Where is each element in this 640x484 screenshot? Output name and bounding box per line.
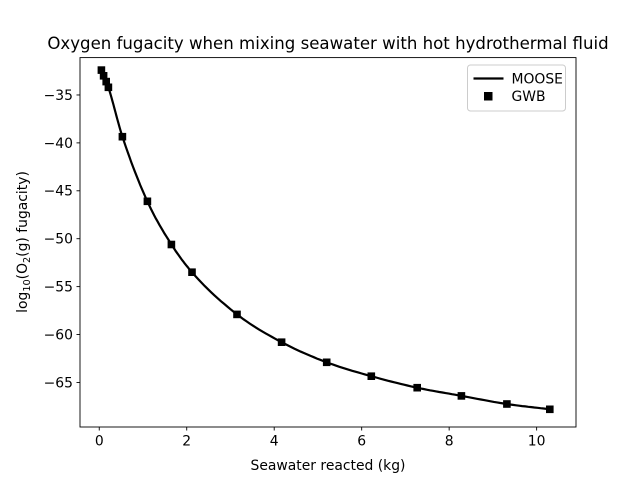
x-tick-label: 10 xyxy=(528,434,546,450)
gwb-scatter-series xyxy=(97,66,554,414)
y-tick-label: −50 xyxy=(44,232,73,248)
y-tick-label: −45 xyxy=(44,184,73,200)
y-tick-label: −55 xyxy=(44,280,73,296)
x-tick-label: 6 xyxy=(357,434,366,450)
x-tick-label: 8 xyxy=(445,434,454,450)
gwb-data-point xyxy=(413,383,421,392)
x-tick-label: 4 xyxy=(270,434,279,450)
gwb-data-point xyxy=(118,132,127,141)
gwb-data-point xyxy=(167,240,176,249)
gwb-data-point xyxy=(457,392,466,400)
gwb-data-point xyxy=(97,66,106,74)
y-tick-label: −35 xyxy=(44,88,73,104)
legend: MOOSE GWB xyxy=(467,64,566,112)
gwb-data-point xyxy=(188,268,196,276)
y-tick-label: −65 xyxy=(44,375,73,391)
gwb-data-point xyxy=(503,400,511,408)
gwb-data-point xyxy=(546,405,554,414)
legend-gwb-label: GWB xyxy=(512,89,546,105)
gwb-data-point xyxy=(277,338,286,346)
gwb-data-point xyxy=(102,77,110,86)
chart-title: Oxygen fugacity when mixing seawater wit… xyxy=(47,34,608,53)
moose-line-series xyxy=(100,69,551,411)
x-tick-label: 0 xyxy=(95,434,104,450)
gwb-data-point xyxy=(367,372,376,380)
y-tick-label: −60 xyxy=(44,327,73,343)
legend-moose-label: MOOSE xyxy=(512,71,563,87)
gwb-data-point xyxy=(233,310,241,319)
gwb-data-point xyxy=(104,83,113,92)
plot-frame xyxy=(79,57,577,428)
gwb-data-point xyxy=(143,197,152,206)
x-tick-label: 2 xyxy=(182,434,191,450)
x-axis-ticks: 0 2 4 6 8 10 xyxy=(95,427,546,450)
legend-gwb-marker-sample xyxy=(484,92,493,101)
gwb-data-point xyxy=(99,72,108,80)
y-axis-ticks: −35 −40 −45 −50 −55 −60 −65 xyxy=(44,88,80,391)
x-axis-label: Seawater reacted (kg) xyxy=(251,458,406,474)
y-axis-label: log10(O2(g) fugacity) xyxy=(15,171,33,313)
y-tick-label: −40 xyxy=(44,136,73,152)
gwb-data-point xyxy=(322,358,331,367)
